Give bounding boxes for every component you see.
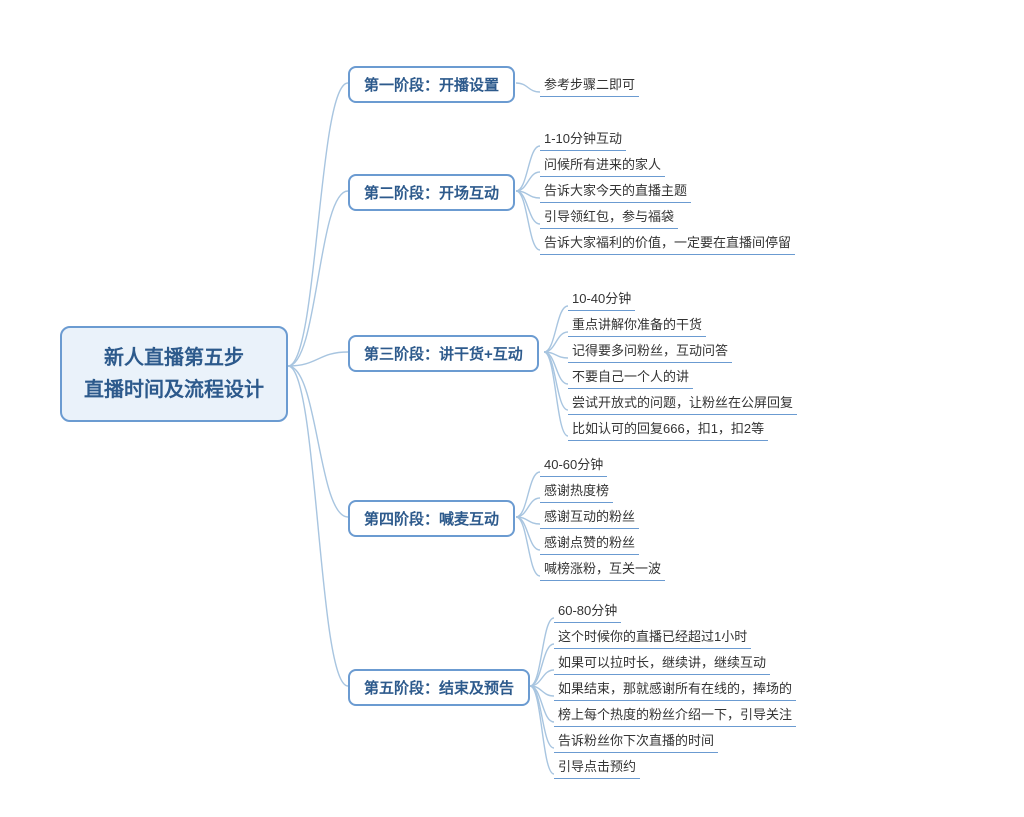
leaf-s4-1: 感谢热度榜 <box>540 478 613 503</box>
leaf-s5-4: 榜上每个热度的粉丝介绍一下，引导关注 <box>554 702 796 727</box>
stage-node-s3: 第三阶段：讲干货+互动 <box>348 335 539 372</box>
leaf-s5-3: 如果结束，那就感谢所有在线的，捧场的 <box>554 676 796 701</box>
leaf-s3-1: 重点讲解你准备的干货 <box>568 312 706 337</box>
stage-node-s5: 第五阶段：结束及预告 <box>348 669 530 706</box>
leaf-s2-3: 引导领红包，参与福袋 <box>540 204 678 229</box>
stage-node-s1: 第一阶段：开播设置 <box>348 66 515 103</box>
leaf-s5-5: 告诉粉丝你下次直播的时间 <box>554 728 718 753</box>
root-line1: 新人直播第五步 <box>84 342 264 374</box>
leaf-s3-3: 不要自己一个人的讲 <box>568 364 693 389</box>
leaf-s5-1: 这个时候你的直播已经超过1小时 <box>554 624 751 649</box>
leaf-s2-4: 告诉大家福利的价值，一定要在直播间停留 <box>540 230 795 255</box>
root-line2: 直播时间及流程设计 <box>84 374 264 406</box>
root-node: 新人直播第五步 直播时间及流程设计 <box>60 326 288 422</box>
stage-node-s2: 第二阶段：开场互动 <box>348 174 515 211</box>
leaf-s4-0: 40-60分钟 <box>540 452 607 477</box>
leaf-s2-1: 问候所有进来的家人 <box>540 152 665 177</box>
leaf-s1-0: 参考步骤二即可 <box>540 72 639 97</box>
leaf-s5-6: 引导点击预约 <box>554 754 640 779</box>
leaf-s2-2: 告诉大家今天的直播主题 <box>540 178 691 203</box>
leaf-s2-0: 1-10分钟互动 <box>540 126 626 151</box>
leaf-s3-4: 尝试开放式的问题，让粉丝在公屏回复 <box>568 390 797 415</box>
leaf-s3-2: 记得要多问粉丝，互动问答 <box>568 338 732 363</box>
leaf-s5-0: 60-80分钟 <box>554 598 621 623</box>
leaf-s4-3: 感谢点赞的粉丝 <box>540 530 639 555</box>
stage-node-s4: 第四阶段：喊麦互动 <box>348 500 515 537</box>
leaf-s4-2: 感谢互动的粉丝 <box>540 504 639 529</box>
leaf-s3-5: 比如认可的回复666，扣1，扣2等 <box>568 416 768 441</box>
leaf-s5-2: 如果可以拉时长，继续讲，继续互动 <box>554 650 770 675</box>
leaf-s4-4: 喊榜涨粉，互关一波 <box>540 556 665 581</box>
leaf-s3-0: 10-40分钟 <box>568 286 635 311</box>
